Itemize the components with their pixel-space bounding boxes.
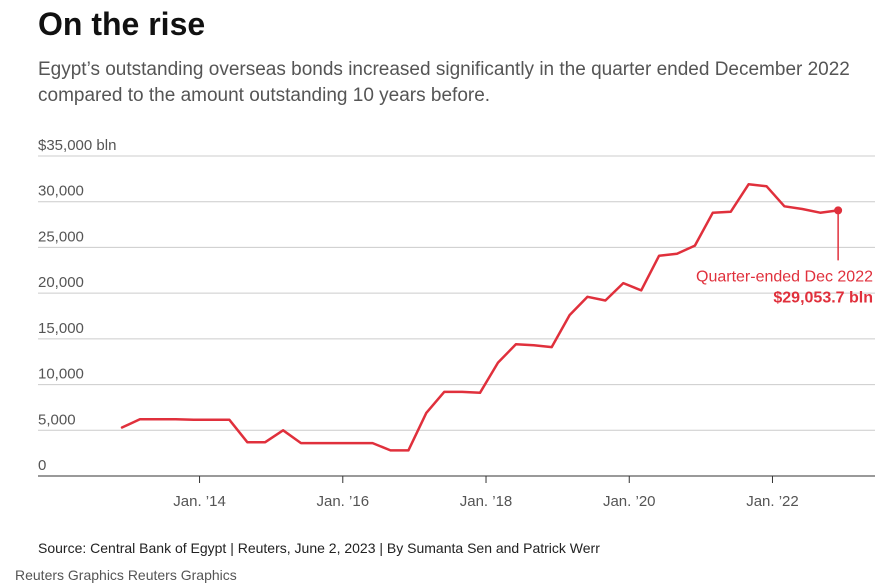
x-tick-label: Jan. ’22 — [746, 493, 799, 510]
y-tick-label: $35,000 bln — [38, 137, 116, 154]
y-tick-label: 20,000 — [38, 274, 84, 291]
chart-title: On the rise — [38, 6, 206, 42]
x-tick-label: Jan. ’16 — [317, 493, 370, 510]
x-tick-label: Jan. ’18 — [460, 493, 513, 510]
y-tick-label: 15,000 — [38, 320, 84, 337]
source-note: Source: Central Bank of Egypt | Reuters,… — [38, 540, 600, 556]
annotation-dot — [834, 206, 843, 215]
y-axis-labels: 0 5,000 10,000 15,000 20,000 25,000 30,000 $35,… — [38, 137, 116, 474]
gridlines — [38, 155, 875, 431]
series-line — [120, 183, 840, 452]
y-tick-label: 30,000 — [38, 183, 84, 200]
chart-subtitle: Egypt’s outstanding overseas bonds incre… — [38, 59, 850, 106]
y-tick-label: 0 — [38, 457, 46, 474]
x-axis: Jan. ’14 Jan. ’16 Jan. ’18 Jan. ’20 Jan. ’22 — [38, 475, 875, 510]
y-tick-label: 5,000 — [38, 411, 76, 428]
annotation: Quarter-ended Dec 2022 $29,053.7 bln — [696, 206, 873, 306]
x-tick-label: Jan. ’14 — [173, 493, 226, 510]
x-tick-label: Jan. ’20 — [603, 493, 656, 510]
y-tick-label: 25,000 — [38, 228, 84, 245]
series-layer — [120, 183, 840, 452]
y-tick-label: 10,000 — [38, 366, 84, 383]
credit-note: Reuters Graphics Reuters Graphics — [15, 567, 237, 583]
annotation-value: $29,053.7 bln — [773, 289, 873, 306]
annotation-label: Quarter-ended Dec 2022 — [696, 268, 873, 285]
